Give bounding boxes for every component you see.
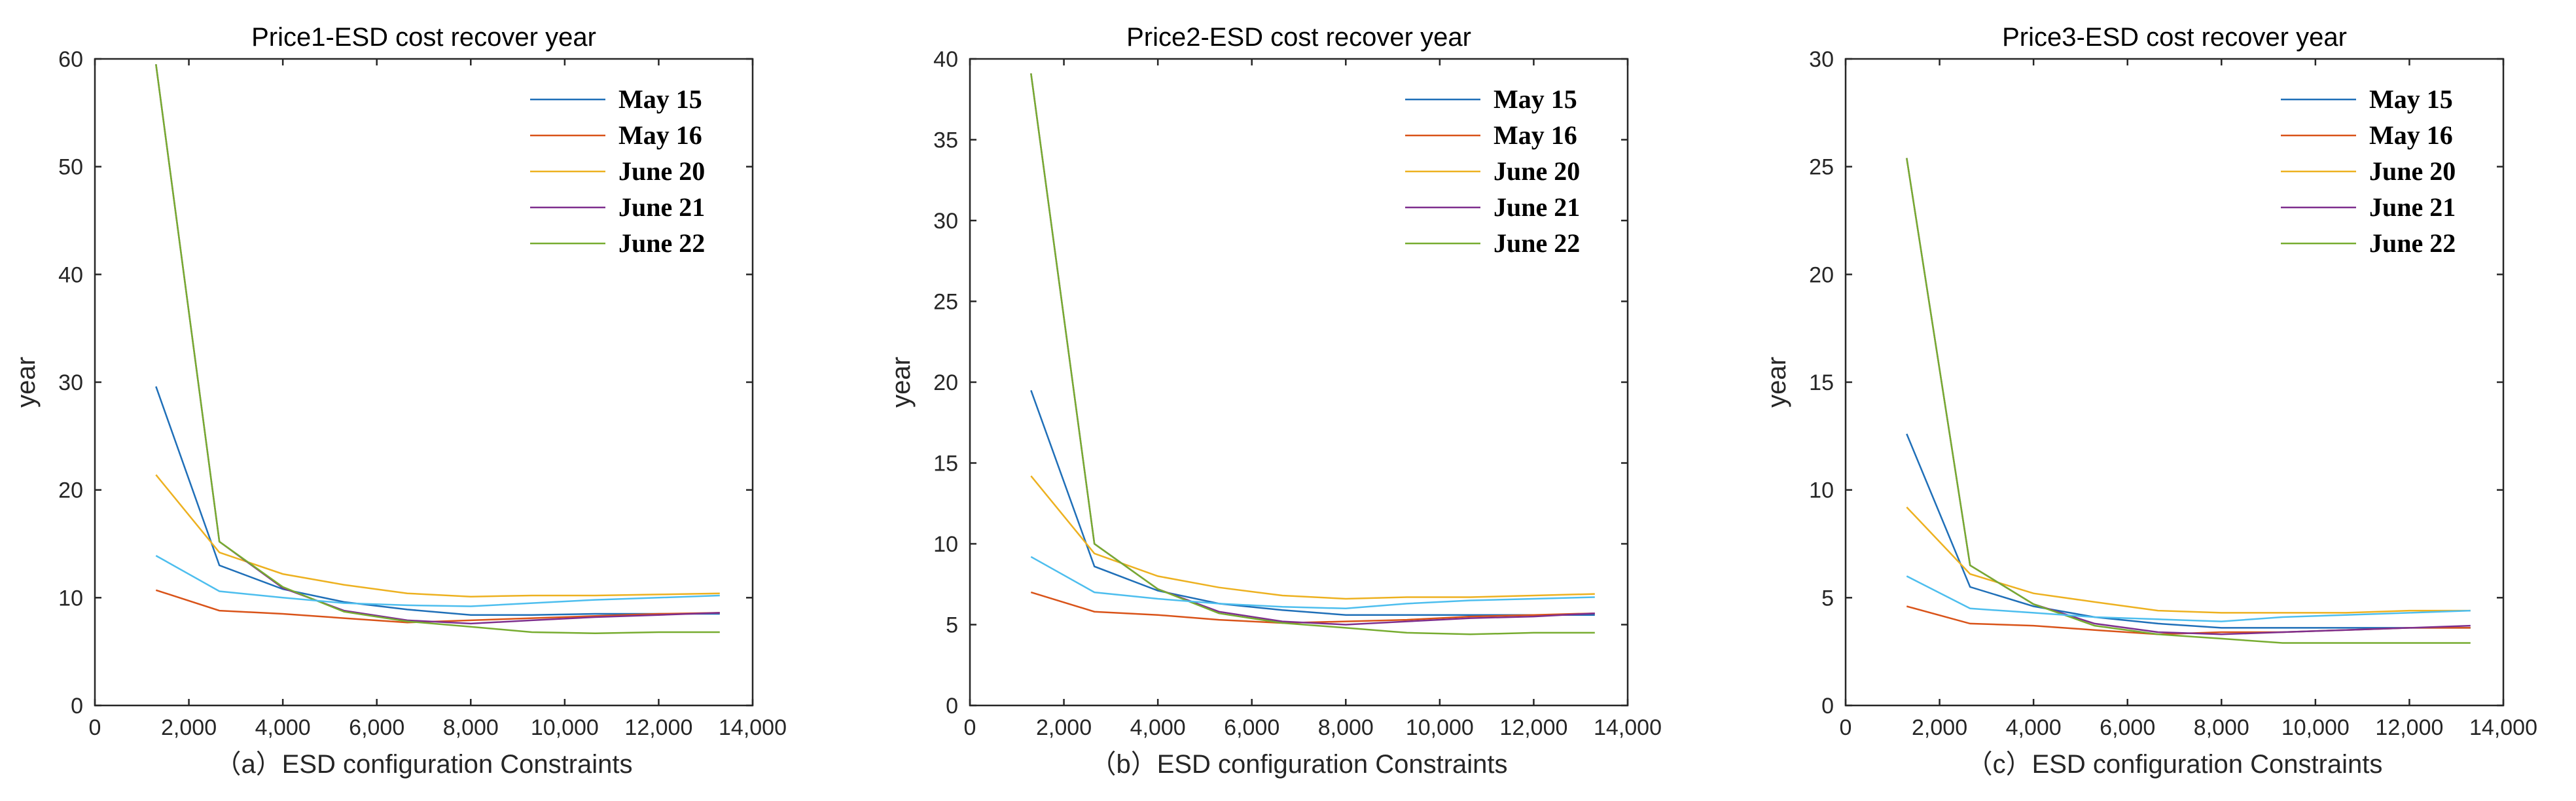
x-tick-label: 8,000	[443, 715, 499, 740]
x-tick-label: 4,000	[1130, 715, 1186, 740]
legend-label: June 20	[1494, 156, 1580, 186]
series-line-june-22	[1030, 73, 1595, 635]
x-axis-label: （a）ESD configuration Constraints	[215, 750, 632, 779]
x-tick-label: 4,000	[255, 715, 311, 740]
y-tick-label: 40	[933, 47, 958, 72]
x-tick-label: 10,000	[1406, 715, 1474, 740]
legend-label: May 16	[618, 120, 702, 150]
y-axis-label: year	[12, 357, 41, 408]
legend: May 15 May 16 June 20 June 21 June 22	[530, 84, 705, 258]
legend-label: May 15	[618, 84, 702, 114]
y-tick-label: 15	[933, 452, 958, 476]
x-tick-label: 10,000	[531, 715, 599, 740]
legend-label: May 15	[1494, 84, 1577, 114]
y-tick-label: 30	[933, 209, 958, 234]
series-group	[155, 64, 720, 634]
x-tick-label: 2,000	[161, 715, 217, 740]
chart-title: Price3-ESD cost recover year	[2002, 23, 2347, 52]
legend-label: May 15	[2369, 84, 2453, 114]
legend-label: May 16	[1494, 120, 1577, 150]
legend-label: June 21	[618, 192, 705, 222]
x-tick-label: 12,000	[2375, 715, 2443, 740]
series-line-extra	[1030, 556, 1595, 610]
y-tick-label: 40	[58, 262, 83, 287]
y-tick-label: 0	[946, 694, 958, 719]
legend-label: June 22	[2369, 228, 2456, 258]
y-tick-label: 35	[933, 128, 958, 153]
chart-panel-b: Price2-ESD cost recover year 0 2,000 4,000 6…	[887, 23, 1662, 779]
series-line-extra	[155, 555, 720, 607]
chart-title: Price2-ESD cost recover year	[1126, 23, 1471, 52]
y-tick-label: 25	[1809, 155, 1834, 180]
x-tick-label: 2,000	[1036, 715, 1092, 740]
y-tick-label: 5	[946, 613, 958, 638]
y-tick-label: 60	[58, 47, 83, 72]
series-line-june-20	[155, 474, 720, 597]
y-axis-label: year	[887, 357, 916, 408]
series-line-may-15	[155, 386, 720, 616]
y-tick-label: 50	[58, 155, 83, 180]
y-tick-label: 0	[1821, 694, 1834, 719]
chart-title: Price1-ESD cost recover year	[251, 23, 596, 52]
x-tick-label: 6,000	[1224, 715, 1279, 740]
y-tick-label: 0	[71, 694, 83, 719]
y-tick-label: 5	[1821, 586, 1834, 611]
legend-label: June 21	[1494, 192, 1580, 222]
legend: May 15 May 16 June 20 June 21 June 22	[2281, 84, 2456, 258]
x-axis-label: （b）ESD configuration Constraints	[1090, 750, 1507, 779]
x-tick-label: 14,000	[1594, 715, 1662, 740]
y-tick-label: 15	[1809, 370, 1834, 395]
series-line-june-22	[1906, 158, 2471, 644]
y-tick-label: 10	[933, 532, 958, 557]
chart-panel-a: Price1-ESD cost recover year 0 2,000 4,000 6…	[12, 23, 787, 779]
legend-label: June 20	[2369, 156, 2456, 186]
x-tick-label: 0	[89, 715, 101, 740]
x-tick-label: 6,000	[2100, 715, 2155, 740]
x-tick-label: 12,000	[1499, 715, 1567, 740]
legend-label: June 22	[618, 228, 705, 258]
legend-label: June 22	[1494, 228, 1580, 258]
y-tick-label: 30	[58, 370, 83, 395]
series-line-june-22	[155, 64, 720, 634]
x-tick-label: 0	[1840, 715, 1852, 740]
y-tick-label: 20	[933, 370, 958, 395]
x-tick-label: 2,000	[1912, 715, 1967, 740]
x-axis-label: （c）ESD configuration Constraints	[1967, 750, 2383, 779]
legend-label: June 20	[618, 156, 705, 186]
series-line-june-20	[1030, 475, 1595, 600]
series-line-may-15	[1906, 433, 2471, 629]
legend: May 15 May 16 June 20 June 21 June 22	[1405, 84, 1580, 258]
series-line-extra	[1906, 575, 2471, 622]
series-line-june-20	[1906, 507, 2471, 614]
x-tick-label: 4,000	[2006, 715, 2062, 740]
x-tick-label: 12,000	[624, 715, 692, 740]
x-tick-label: 0	[964, 715, 976, 740]
series-group	[1906, 158, 2471, 644]
y-tick-label: 10	[58, 586, 83, 611]
legend-label: June 21	[2369, 192, 2456, 222]
y-tick-label: 20	[58, 478, 83, 503]
y-tick-label: 10	[1809, 478, 1834, 503]
y-tick-label: 30	[1809, 47, 1834, 72]
series-group	[1030, 73, 1595, 635]
x-tick-label: 14,000	[2469, 715, 2537, 740]
y-axis-label: year	[1762, 357, 1791, 408]
x-tick-label: 6,000	[349, 715, 404, 740]
x-tick-label: 8,000	[1318, 715, 1374, 740]
x-tick-label: 14,000	[719, 715, 787, 740]
y-tick-label: 25	[933, 290, 958, 315]
x-tick-label: 8,000	[2194, 715, 2249, 740]
y-tick-label: 20	[1809, 262, 1834, 287]
chart-panel-c: Price3-ESD cost recover year 0 2,000 4,000 6…	[1762, 23, 2537, 779]
x-tick-label: 10,000	[2281, 715, 2350, 740]
legend-label: May 16	[2369, 120, 2453, 150]
